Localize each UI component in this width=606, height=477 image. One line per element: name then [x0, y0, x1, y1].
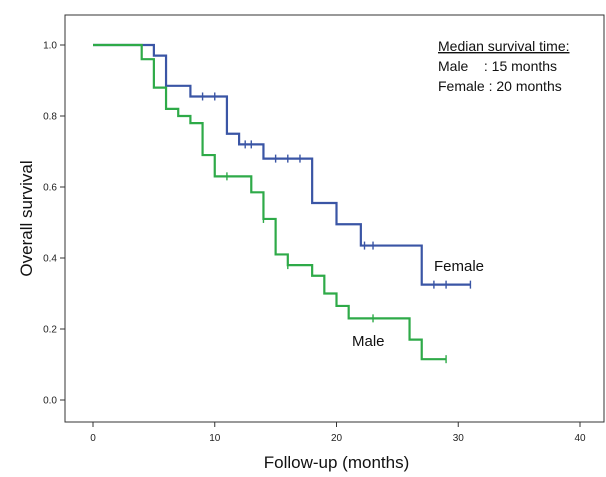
x-tick-label: 30	[453, 433, 465, 444]
series-label-male: Male	[352, 333, 385, 350]
median-survival-annotation: Median survival time: Male : 15 months F…	[438, 38, 570, 94]
y-tick-label: 0.4	[43, 254, 57, 265]
annotation-line-female: Female : 20 months	[438, 78, 562, 94]
y-tick-label: 0.2	[43, 325, 57, 336]
y-tick-label: 0.8	[43, 112, 57, 123]
x-axis-title: Follow-up (months)	[264, 453, 410, 472]
x-tick-label: 20	[331, 433, 343, 444]
x-tick-label: 40	[574, 433, 586, 444]
y-tick-label: 0.6	[43, 183, 57, 194]
survival-curve-male	[93, 43, 447, 361]
plot-frame	[64, 14, 605, 423]
x-tick-label: 10	[209, 433, 221, 444]
y-axis-title: Overall survival	[17, 160, 36, 276]
y-tick-label: 1.0	[43, 41, 57, 52]
x-tick-label: 0	[90, 433, 96, 444]
axis-ticks: 0.0 0.2 0.4 0.6 0.8 1.0 0 10 20 30 40	[43, 41, 586, 445]
annotation-line-male: Male : 15 months	[438, 58, 557, 74]
series-group	[93, 43, 472, 364]
annotation-heading: Median survival time:	[438, 38, 570, 54]
y-tick-label: 0.0	[43, 396, 57, 407]
series-label-female: Female	[434, 258, 484, 275]
